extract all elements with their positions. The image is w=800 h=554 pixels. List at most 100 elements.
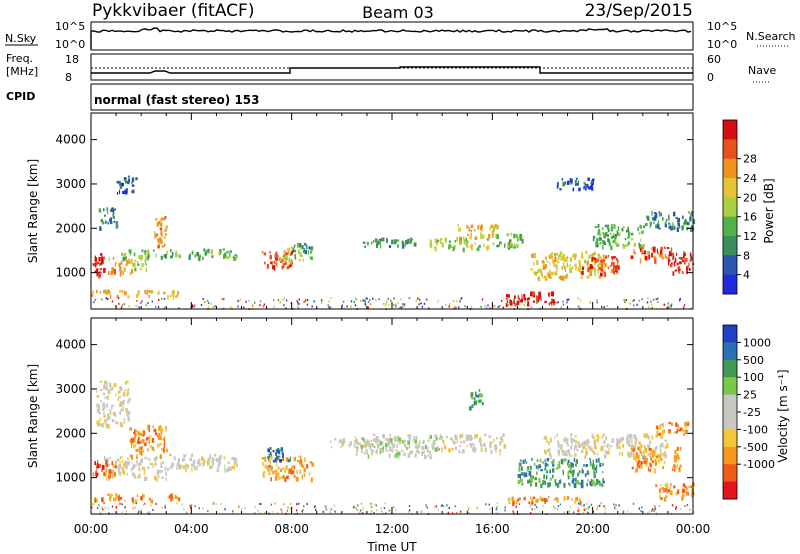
- power-panel-region-18: [592, 223, 645, 251]
- velocity-panel-ytick-label-2000: 2000: [55, 426, 86, 440]
- velocity-panel-ytick-label-1000: 1000: [55, 471, 86, 485]
- velocity-panel: 1000 2000 3000 4000 Slant Range [km] 1000 50…: [26, 317, 790, 516]
- power-panel-region-11: [362, 237, 417, 249]
- power-panel-region-0: [92, 253, 106, 279]
- freq-label-line1: Freq.: [6, 52, 33, 65]
- time-axis-label: Time UT: [366, 540, 417, 554]
- power-panel-colorbar-label-2: 12: [743, 230, 757, 243]
- velocity-panel-region-11: [469, 389, 484, 411]
- power-panel-colorbar-segment-3: [723, 178, 737, 198]
- velocity-panel-region-9: [354, 433, 444, 460]
- velocity-panel-colorbar-segment-1: [723, 342, 737, 361]
- nsearch-tick-bottom: 10^0: [707, 38, 737, 51]
- power-panel-colorbar-segment-6: [723, 236, 737, 256]
- freq-trace: [91, 66, 693, 74]
- velocity-panel-colorbar-segment-3: [723, 377, 737, 395]
- power-panel-region-3: [116, 175, 138, 195]
- power-panel-region-5: [132, 255, 148, 272]
- power-panel-region-1: [108, 257, 134, 277]
- velocity-panel-colorbar-segment-2: [723, 359, 737, 378]
- figure-title: Pykkvibaer (fitACF): [92, 1, 254, 21]
- velocity-panel-region-0: [96, 380, 131, 429]
- power-panel-region-12: [429, 237, 490, 253]
- velocity-panel-colorbar-segment-5: [723, 412, 737, 430]
- velocity-panel-colorbar-segment-7: [723, 446, 737, 465]
- velocity-colorbar-label: Velocity [m s⁻¹]: [776, 369, 790, 462]
- freq-tick-bottom: 8: [65, 71, 72, 84]
- velocity-panel-colorbar-segment-0: [723, 325, 737, 343]
- power-panel-ytick-label-3000: 3000: [55, 177, 86, 191]
- power-panel: 1000 2000 3000 4000 Slant Range [km] 4 8 12 16…: [26, 112, 776, 311]
- power-panel-region-6: [153, 216, 168, 249]
- velocity-panel-region-10: [442, 433, 507, 456]
- time-tick-label-2: 08:00: [274, 522, 309, 536]
- power-panel-region-16: [530, 250, 608, 282]
- power-panel-region-8: [261, 250, 293, 271]
- cpid-text: normal (fast stereo) 153: [94, 93, 260, 107]
- power-panel-ytick-label-4000: 4000: [55, 133, 86, 147]
- velocity-panel-region-6: [261, 455, 315, 483]
- power-panel-region-21: [643, 210, 696, 232]
- velocity-panel-colorbar-label-6: -500: [743, 441, 768, 454]
- cpid-panel: CPID normal (fast stereo) 153: [6, 83, 694, 111]
- power-ylabel: Slant Range [km]: [26, 159, 40, 263]
- velocity-panel-region-14: [543, 433, 669, 460]
- velocity-panel-near-range-speckle: [91, 502, 695, 516]
- power-panel-colorbar-segment-7: [723, 255, 737, 275]
- velocity-panel-region-2: [129, 424, 168, 460]
- power-panel-colorbar-segment-4: [723, 197, 737, 217]
- velocity-panel-colorbar-segment-9: [723, 481, 737, 500]
- nsky-label: N.Sky: [5, 32, 37, 45]
- power-panel-colorbar-label-6: 28: [743, 153, 757, 166]
- nave-tick-top: 60: [707, 53, 721, 66]
- power-panel-region-14: [492, 232, 524, 250]
- nsearch-label: N.Search: [746, 30, 796, 43]
- power-panel-region-10: [292, 242, 314, 255]
- power-panel-colorbar-segment-2: [723, 158, 737, 179]
- velocity-panel-colorbar-label-2: 100: [743, 371, 764, 384]
- power-panel-ytick-label-2000: 2000: [55, 221, 86, 235]
- freq-tick-top: 18: [65, 53, 79, 66]
- velocity-ylabel: Slant Range [km]: [26, 364, 40, 468]
- velocity-panel-region-12: [507, 496, 582, 507]
- velocity-colorbar: 1000 500 100 25 -25 -100 -500 -1000: [722, 324, 775, 500]
- cpid-label: CPID: [6, 90, 35, 103]
- velocity-panel-region-5: [94, 493, 181, 504]
- nsearch-tick-top: 10^5: [707, 20, 737, 33]
- velocity-panel-region-3: [92, 460, 118, 479]
- velocity-panel-colorbar-segment-4: [723, 394, 737, 413]
- power-panel-region-7: [91, 289, 179, 300]
- power-panel-region-22: [556, 177, 595, 192]
- power-panel-colorbar-segment-1: [723, 139, 737, 159]
- velocity-panel-ytick-label-4000: 4000: [55, 338, 86, 352]
- time-tick-label-6: 00:00: [676, 522, 711, 536]
- time-tick-label-0: 00:00: [74, 522, 109, 536]
- power-panel-colorbar-label-1: 8: [743, 249, 750, 262]
- power-panel-region-15: [505, 291, 556, 308]
- nsky-tick-bottom: 10^0: [55, 38, 85, 51]
- power-panel-region-17: [581, 254, 620, 277]
- velocity-panel-ytick-label-3000: 3000: [55, 382, 86, 396]
- velocity-panel-colorbar-label-7: -1000: [743, 458, 775, 471]
- velocity-axes: 1000 2000 3000 4000: [55, 318, 694, 514]
- velocity-panel-colorbar-label-3: 25: [743, 389, 757, 402]
- velocity-panel-colorbar-label-5: -100: [743, 423, 768, 436]
- freq-label-line2: [MHz]: [6, 65, 38, 78]
- velocity-panel-colorbar-segment-8: [723, 464, 737, 482]
- power-panel-colorbar-label-5: 24: [743, 172, 757, 185]
- time-axis: 00:00 04:00 08:00 12:00 16:00 20:00 00:00: [74, 522, 711, 536]
- power-panel-colorbar-segment-0: [723, 120, 737, 140]
- nsky-trace: [90, 27, 692, 49]
- velocity-panel-region-16: [655, 482, 695, 502]
- freq-panel: Freq. [MHz] 18 8 60 0 Nave: [6, 52, 776, 84]
- nsky-panel: N.Sky 10^5 10^0 10^5 10^0 N.Search: [5, 20, 796, 51]
- power-panel-colorbar-label-4: 20: [743, 191, 757, 204]
- power-panel-colorbar-label-0: 4: [743, 269, 750, 282]
- nsky-tick-top: 10^5: [55, 20, 85, 33]
- power-colorbar-label: Power [dB]: [762, 178, 776, 243]
- velocity-scatter-data: [91, 380, 695, 516]
- power-panel-region-4: [121, 248, 238, 262]
- nave-tick-bottom: 0: [707, 71, 714, 84]
- power-panel-region-9: [279, 246, 313, 264]
- velocity-panel-region-17: [655, 421, 690, 437]
